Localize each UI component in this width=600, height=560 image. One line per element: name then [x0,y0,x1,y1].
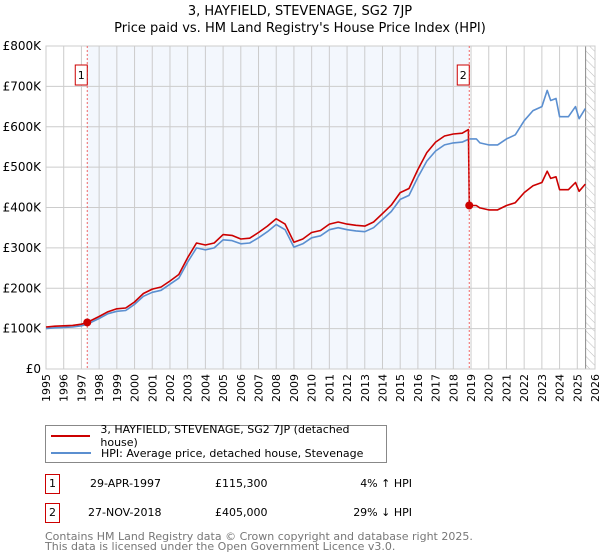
footer-licence: This data is licensed under the Open Gov… [45,540,396,553]
legend-swatch-blue [51,452,91,454]
x-tick-label: 2011 [323,374,336,402]
y-tick-label: £100K [3,322,43,336]
transaction-row: 1 29-APR-1997 £115,300 4% ↑ HPI [45,474,412,494]
footer-copyright: Contains HM Land Registry data © Crown c… [45,530,473,543]
y-tick-label: £600K [3,120,43,134]
x-tick-label: 2013 [359,374,372,402]
x-tick-label: 2007 [253,374,266,402]
sale-label-box [456,64,470,86]
x-tick-label: 2014 [376,374,389,402]
price-chart: 1995 1996 1997 1998 1999 2000 2001 2002 2003 2004… [3,39,600,402]
price-paid-line [45,128,586,328]
transaction-price: £115,300 [215,477,268,490]
x-tick-label: 2015 [394,374,407,402]
y-tick-label: £200K [3,281,43,295]
transaction-date: 27-NOV-2018 [88,506,162,519]
transaction-price: £405,000 [215,506,268,519]
x-tick-label: 2010 [306,374,319,402]
x-tick-label: 2002 [164,374,177,402]
x-tick-label: 1995 [40,374,53,402]
transaction-number: 2 [45,503,60,523]
x-tick-label: 2019 [465,374,478,402]
legend-swatch-red [51,435,91,437]
plot-border [45,45,596,370]
y-tick-label: £800K [3,39,43,53]
x-tick-label: 2001 [146,374,159,402]
sale-point [465,201,474,210]
x-tick-label: 2012 [341,374,354,402]
x-tick-label: 2020 [483,374,496,402]
transaction-hpi: 29% ↓ HPI [353,506,412,519]
x-tick-label: 1997 [75,374,88,402]
x-tick-label: 1996 [58,374,71,402]
x-tick-label: 2016 [412,374,425,402]
sale-point [83,318,92,327]
x-tick-label: 1998 [93,374,106,402]
sale-label-box [74,64,88,86]
chart-legend: 3, HAYFIELD, STEVENAGE, SG2 7JP (detache… [45,423,387,463]
y-tick-label: £700K [3,79,43,93]
y-tick-label: £500K [3,160,43,174]
x-tick-label: 1999 [111,374,124,402]
x-tick-label: 2024 [554,374,567,402]
x-tick-label: 2026 [589,374,600,402]
chart-subtitle: Price paid vs. HM Land Registry's House … [114,21,486,36]
x-tick-label: 2004 [199,374,212,402]
x-tick-label: 2021 [500,374,513,402]
x-tick-label: 2008 [270,374,283,402]
x-tick-label: 2017 [430,374,443,402]
transaction-row: 2 27-NOV-2018 £405,000 29% ↓ HPI [45,503,412,523]
legend-label-hpi: HPI: Average price, detached house, Stev… [101,446,364,460]
transaction-number: 1 [45,474,60,494]
x-tick-label: 2003 [182,374,195,402]
legend-item-hpi: HPI: Average price, detached house, Stev… [51,445,363,461]
x-tick-label: 2018 [447,374,460,402]
transaction-hpi: 4% ↑ HPI [360,477,412,490]
x-tick-label: 2022 [518,374,531,402]
y-tick-label: £0 [26,362,41,376]
x-tick-label: 2006 [235,374,248,402]
sale-label: 1 [78,69,85,82]
x-tick-label: 2023 [536,374,549,402]
sale-label: 2 [460,69,467,82]
legend-label-property: 3, HAYFIELD, STEVENAGE, SG2 7JP (detache… [100,423,350,449]
x-tick-label: 2005 [217,374,230,402]
legend-item-property: 3, HAYFIELD, STEVENAGE, SG2 7JP (detache… [51,423,386,449]
transaction-date: 29-APR-1997 [90,477,162,490]
x-tick-label: 2025 [571,374,584,402]
y-tick-label: £400K [3,201,43,215]
x-tick-label: 2009 [288,374,301,402]
hpi-line [45,89,586,330]
y-tick-label: £300K [3,241,43,255]
chart-title: 3, HAYFIELD, STEVENAGE, SG2 7JP [187,4,413,19]
x-tick-label: 2000 [129,374,142,402]
